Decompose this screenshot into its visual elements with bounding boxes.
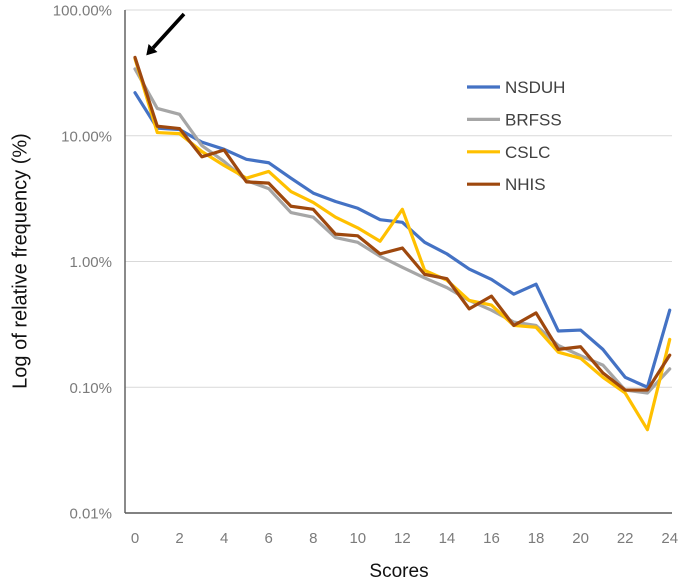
y-tick-label: 100.00% bbox=[53, 3, 112, 20]
legend-label-cslc: CSLC bbox=[505, 143, 550, 162]
x-tick-label: 2 bbox=[175, 530, 183, 547]
y-tick-label: 0.01% bbox=[69, 506, 112, 523]
y-axis-title: Log of relative frequency (%) bbox=[9, 133, 32, 389]
x-tick-label: 8 bbox=[309, 530, 317, 547]
series-line-brfss bbox=[133, 67, 672, 395]
x-tick-label: 16 bbox=[483, 530, 500, 547]
x-tick-label: 18 bbox=[528, 530, 545, 547]
x-tick-label: 6 bbox=[265, 530, 273, 547]
x-tick-label: 20 bbox=[572, 530, 589, 547]
x-tick-label: 22 bbox=[617, 530, 634, 547]
x-tick-label: 14 bbox=[439, 530, 456, 547]
series-line-cslc bbox=[133, 57, 672, 432]
annotation-arrow-shaft bbox=[151, 12, 186, 50]
y-tick-label: 0.10% bbox=[69, 380, 112, 397]
legend-label-nhis: NHIS bbox=[505, 175, 546, 194]
y-tick-label: 1.00% bbox=[69, 254, 112, 271]
y-tick-label: 10.00% bbox=[61, 128, 112, 145]
legend-label-brfss: BRFSS bbox=[505, 110, 562, 129]
x-axis-title: Scores bbox=[369, 561, 429, 582]
x-tick-label: 12 bbox=[394, 530, 411, 547]
x-tick-label: 10 bbox=[349, 530, 366, 547]
x-tick-label: 24 bbox=[661, 530, 678, 547]
series-line-nhis bbox=[133, 55, 672, 392]
x-tick-label: 0 bbox=[131, 530, 139, 547]
annotation-arrowhead-icon bbox=[146, 43, 158, 56]
legend-label-nsduh: NSDUH bbox=[505, 78, 565, 97]
x-tick-label: 4 bbox=[220, 530, 228, 547]
series-line-nsduh bbox=[133, 91, 672, 389]
